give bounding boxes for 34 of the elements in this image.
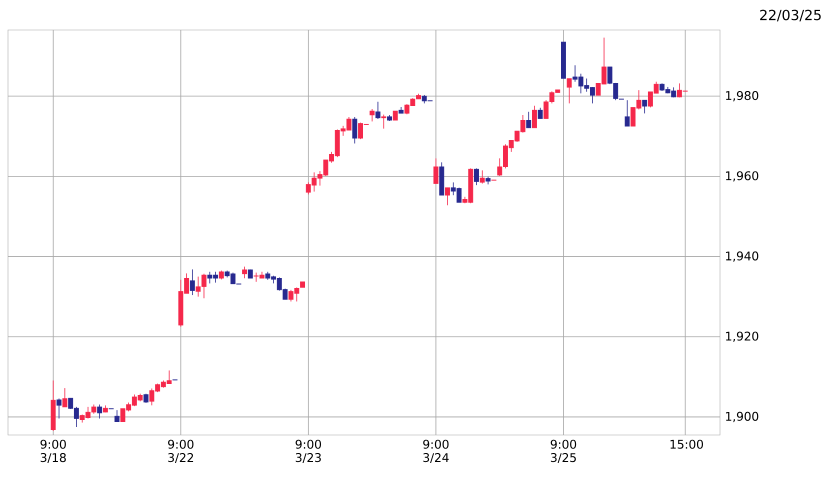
candlestick: [97, 404, 102, 419]
candlestick: [480, 170, 485, 184]
y-tick-label: 1,920: [726, 332, 758, 342]
candlestick: [62, 388, 68, 408]
candlestick: [532, 105, 537, 128]
candlestick: [381, 114, 386, 130]
candlestick: [474, 168, 479, 186]
candlestick: [538, 107, 543, 120]
candlestick: [114, 410, 120, 422]
candlestick: [642, 100, 648, 114]
x-tick-label: 15:00: [670, 440, 703, 449]
candlestick: [190, 268, 195, 296]
candlestick: [624, 100, 630, 127]
x-tick-label: 9:00 3/25: [550, 440, 576, 464]
candlestick: [445, 187, 450, 206]
candlestick: [392, 110, 398, 120]
text: 22/03/25: [760, 10, 821, 22]
candlestick: [375, 101, 380, 120]
x-tick-label: 9:00 3/24: [423, 440, 449, 464]
candlestick: [56, 398, 62, 419]
candlestick: [370, 108, 375, 122]
candlestick: [566, 78, 572, 104]
candlestick: [242, 266, 248, 279]
x-tick-label: 9:00 3/18: [40, 440, 66, 464]
y-tick-label: 1,940: [726, 251, 758, 262]
candlestick: [526, 111, 532, 128]
candlestick: [433, 158, 438, 184]
candlestick: [352, 116, 358, 144]
candlestick: [144, 393, 148, 404]
y-tick-label: 1,980: [726, 91, 758, 102]
x-tick-label: 9:00 3/22: [168, 440, 194, 464]
y-tick-label: 1,900: [726, 412, 758, 422]
x-tick-label: 9:00 3/23: [296, 440, 322, 464]
y-tick-label: 1,960: [726, 171, 758, 182]
